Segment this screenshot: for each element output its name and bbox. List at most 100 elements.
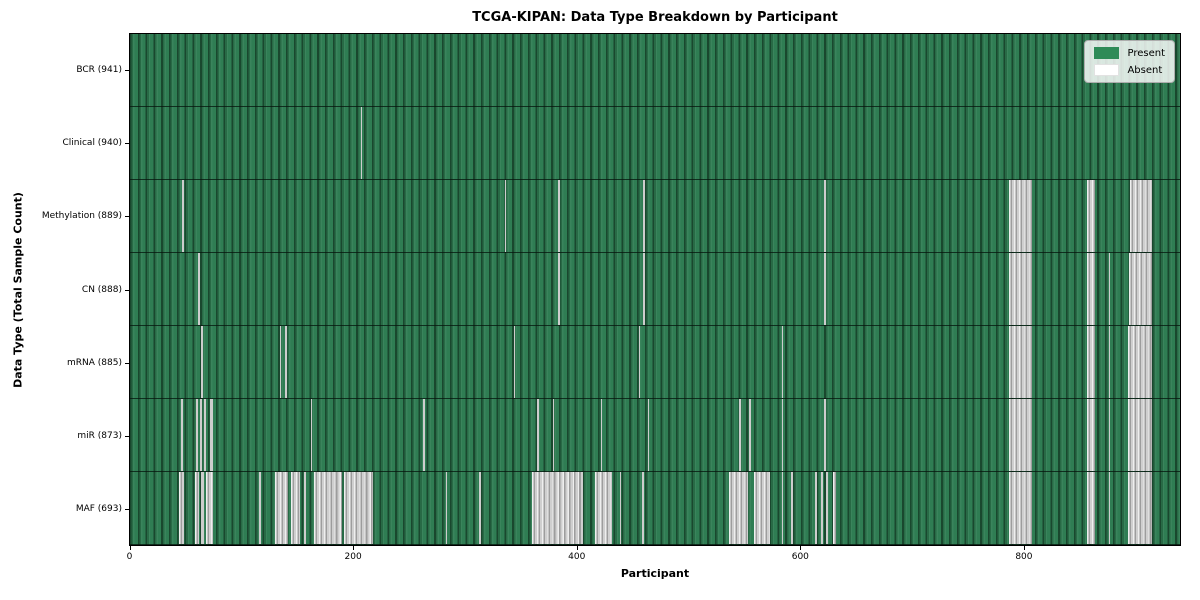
absent-stripe: [753, 472, 771, 544]
heatmap-row-MAF: [130, 472, 1180, 545]
absent-stripe: [619, 472, 622, 544]
absent-stripe: [595, 472, 613, 544]
absent-stripe: [552, 399, 555, 471]
heatmap-row-mRNA: [130, 326, 1180, 399]
plot-area: Present Absent: [129, 33, 1181, 546]
heatmap-row-Clinical: [130, 107, 1180, 180]
y-tick-mark: [125, 363, 129, 364]
absent-stripe: [1108, 472, 1111, 544]
absent-stripe: [647, 399, 650, 471]
absent-stripe: [642, 472, 644, 544]
x-axis-label: Participant: [620, 567, 690, 580]
absent-stripe: [600, 399, 603, 471]
y-tick-label: Clinical (940): [62, 137, 122, 148]
absent-stripe: [344, 472, 374, 544]
absent-stripe: [1087, 326, 1096, 398]
absent-stripe: [832, 472, 837, 544]
x-tick-mark: [353, 546, 354, 550]
absent-stripe: [826, 472, 829, 544]
absent-stripe: [181, 399, 183, 471]
absent-stripe: [279, 326, 282, 398]
absent-stripe: [824, 180, 826, 252]
absent-stripe: [1127, 326, 1153, 398]
legend-label-absent: Absent: [1127, 64, 1163, 76]
absent-stripe: [1108, 326, 1111, 398]
absent-stripe: [304, 472, 306, 544]
y-tick-mark: [125, 70, 129, 71]
absent-stripe: [1087, 253, 1096, 325]
legend-item-present: Present: [1094, 47, 1165, 59]
absent-stripe: [1128, 253, 1153, 325]
absent-stripe: [643, 180, 645, 252]
y-tick-label: MAF (693): [75, 504, 122, 515]
x-tick-label: 600: [791, 552, 809, 562]
x-tick-label: 800: [1015, 552, 1033, 562]
absent-stripe: [781, 326, 784, 398]
absent-stripe: [1087, 180, 1096, 252]
absent-stripe: [537, 399, 539, 471]
legend-swatch-absent-icon: [1094, 64, 1120, 76]
absent-stripe: [1009, 180, 1032, 252]
absent-stripe: [1127, 399, 1153, 471]
heatmap-row-BCR: [130, 34, 1180, 107]
absent-stripe: [781, 399, 784, 471]
absent-stripe: [314, 472, 342, 544]
absent-stripe: [285, 326, 287, 398]
absent-stripe: [1129, 180, 1153, 252]
absent-stripe: [479, 472, 481, 544]
absent-stripe: [739, 399, 741, 471]
y-tick-mark: [125, 436, 129, 437]
absent-stripe: [643, 253, 645, 325]
absent-stripe: [290, 472, 300, 544]
legend-label-present: Present: [1127, 47, 1165, 59]
x-tick-mark: [130, 546, 131, 550]
absent-stripe: [360, 107, 363, 179]
absent-stripe: [1009, 253, 1032, 325]
absent-stripe: [1108, 399, 1111, 471]
absent-stripe: [558, 253, 560, 325]
legend: Present Absent: [1084, 40, 1175, 83]
absent-stripe: [638, 326, 641, 398]
absent-stripe: [1009, 326, 1032, 398]
absent-stripe: [1127, 472, 1153, 544]
absent-stripe: [201, 326, 203, 398]
absent-stripe: [504, 180, 507, 252]
legend-item-absent: Absent: [1094, 64, 1165, 76]
absent-stripe: [210, 399, 213, 471]
absent-stripe: [195, 399, 199, 471]
absent-stripe: [275, 472, 289, 544]
y-tick-label: Methylation (889): [41, 211, 122, 222]
absent-stripe: [1009, 399, 1032, 471]
x-tick-mark: [1024, 546, 1025, 550]
y-tick-label: CN (888): [81, 284, 122, 295]
absent-stripe: [1087, 472, 1096, 544]
absent-stripe: [1108, 253, 1111, 325]
y-tick-mark: [125, 143, 129, 144]
absent-stripe: [203, 399, 206, 471]
absent-stripe: [182, 180, 184, 252]
x-tick-label: 0: [126, 552, 133, 562]
x-tick-mark: [577, 546, 578, 550]
absent-stripe: [824, 399, 826, 471]
y-tick-label: BCR (941): [76, 64, 122, 75]
absent-stripe: [310, 399, 313, 471]
x-tick-label: 200: [344, 552, 362, 562]
x-tick-mark: [800, 546, 801, 550]
absent-stripe: [815, 472, 818, 544]
heatmap-row-Methylation: [130, 180, 1180, 253]
x-tick-label: 400: [568, 552, 586, 562]
absent-stripe: [729, 472, 749, 544]
absent-stripe: [749, 399, 751, 471]
y-tick-label: miR (873): [77, 431, 122, 442]
absent-stripe: [824, 253, 826, 325]
heatmap-row-miR: [130, 399, 1180, 472]
absent-stripe: [1009, 472, 1032, 544]
y-tick-mark: [125, 290, 129, 291]
absent-stripe: [179, 472, 184, 544]
heatmap-row-CN: [130, 253, 1180, 326]
absent-stripe: [820, 472, 823, 544]
absent-stripe: [201, 472, 204, 544]
absent-stripe: [194, 472, 200, 544]
absent-stripe: [205, 472, 213, 544]
